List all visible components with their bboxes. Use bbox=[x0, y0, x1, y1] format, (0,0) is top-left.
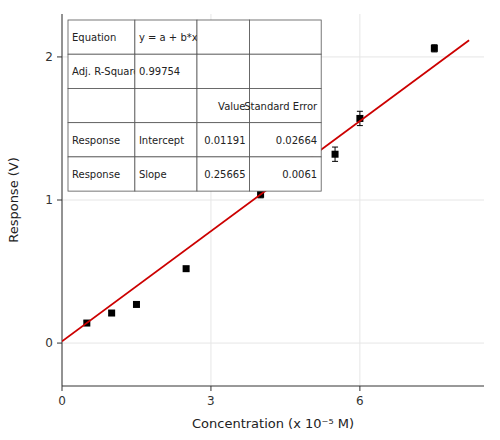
table-cell bbox=[68, 123, 135, 157]
point bbox=[332, 151, 339, 158]
x-tick-label: 0 bbox=[58, 394, 66, 408]
x-axis-label: Concentration (x 10⁻⁵ M) bbox=[192, 416, 354, 431]
table-cell bbox=[250, 20, 322, 54]
table-cell bbox=[68, 157, 135, 191]
error-bar bbox=[431, 45, 437, 52]
x-tick-label: 3 bbox=[207, 394, 215, 408]
table-cell bbox=[68, 88, 135, 122]
point bbox=[183, 265, 190, 272]
table-cell bbox=[197, 20, 250, 54]
table-text: Response bbox=[72, 135, 120, 146]
table-cell bbox=[250, 54, 322, 88]
plot-area bbox=[62, 40, 469, 341]
x-tick bbox=[210, 386, 211, 391]
grid-line bbox=[359, 14, 360, 386]
table-cell bbox=[135, 54, 197, 88]
y-tick-label: 1 bbox=[45, 193, 53, 207]
background bbox=[0, 0, 500, 440]
grid-line bbox=[62, 343, 484, 344]
grid-line bbox=[62, 200, 484, 201]
table-text: 0.02664 bbox=[276, 135, 317, 146]
y-tick bbox=[57, 200, 62, 201]
table-cell bbox=[135, 20, 197, 54]
table-text: 0.25665 bbox=[204, 169, 245, 180]
y-tick-label: 2 bbox=[45, 50, 53, 64]
y-tick bbox=[57, 56, 62, 57]
grid bbox=[62, 14, 484, 386]
table-cell bbox=[197, 123, 250, 157]
table-text: Intercept bbox=[139, 135, 184, 146]
chart: 0 3 6 0 1 2 Concentration (x 10⁻⁵ M) Response (… bbox=[0, 0, 500, 440]
table-cell bbox=[250, 123, 322, 157]
x-tick-label: 6 bbox=[356, 394, 364, 408]
table-text: Value bbox=[218, 101, 245, 112]
error-bar-cap bbox=[357, 111, 363, 112]
table-cell bbox=[135, 157, 197, 191]
table-cell bbox=[197, 54, 250, 88]
point bbox=[431, 45, 438, 52]
table-cell bbox=[68, 20, 135, 54]
x-axis-line bbox=[62, 386, 484, 387]
table-cell bbox=[197, 88, 250, 122]
error-bar-cap bbox=[332, 147, 338, 148]
error-bar-cap bbox=[357, 125, 363, 126]
table-cell bbox=[135, 88, 197, 122]
table-cell bbox=[135, 123, 197, 157]
table-text: 0.0061 bbox=[282, 169, 317, 180]
fit-line bbox=[62, 40, 469, 341]
y-tick-label: 0 bbox=[45, 336, 53, 350]
table-text: Adj. R-Square bbox=[72, 66, 140, 77]
axes: 0 3 6 0 1 2 bbox=[45, 14, 484, 408]
y-axis-label: Response (V) bbox=[6, 157, 21, 243]
table-text: 0.01191 bbox=[204, 135, 245, 146]
table-text: Standard Error bbox=[244, 101, 318, 112]
table-text: y = a + b*x bbox=[139, 32, 198, 43]
x-tick bbox=[62, 386, 63, 391]
error-bar-cap bbox=[332, 161, 338, 162]
point bbox=[133, 301, 140, 308]
point bbox=[108, 310, 115, 317]
table-cell bbox=[197, 157, 250, 191]
table-text: Equation bbox=[72, 32, 116, 43]
table-cell bbox=[250, 157, 322, 191]
x-tick bbox=[359, 386, 360, 391]
table-text: 0.99754 bbox=[139, 66, 180, 77]
y-tick bbox=[57, 343, 62, 344]
table: Equation y = a + b*x Adj. R-Square0.99754 V… bbox=[68, 20, 321, 191]
table-text: Response bbox=[72, 169, 120, 180]
table-text: Slope bbox=[139, 169, 167, 180]
error-bar bbox=[332, 147, 338, 161]
